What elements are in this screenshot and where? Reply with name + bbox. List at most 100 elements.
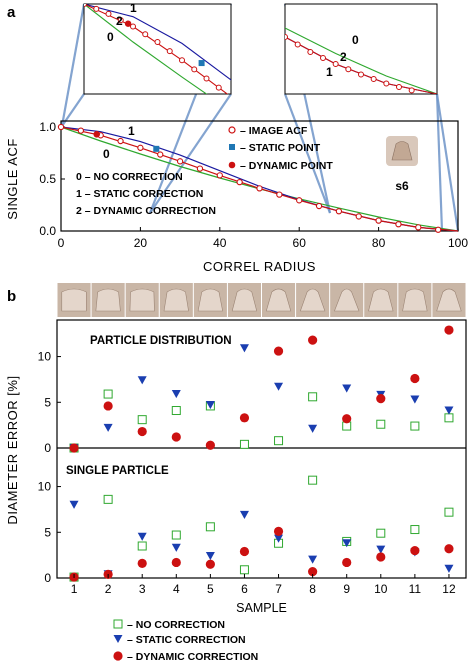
inset-image-acf-point (383, 80, 390, 87)
static-correction-marker (205, 552, 215, 561)
inset-image-acf-point (370, 76, 377, 82)
x-tick-label: 1 (71, 582, 78, 596)
x-tick-label: 80 (372, 236, 386, 250)
inset-curve-label: 1 (130, 1, 137, 15)
inset-curve-none (285, 27, 437, 94)
shape-thumbnail-body (334, 288, 360, 312)
x-axis-label: CORREL RADIUS (203, 259, 316, 274)
inset-image-acf-point (294, 41, 301, 48)
static-correction-marker (274, 382, 284, 391)
correction-legend-item: 1 – STATIC CORRECTION (76, 188, 203, 200)
dynamic-correction-marker (171, 432, 181, 442)
x-tick-label: 5 (207, 582, 214, 596)
y-tick-label: 10 (38, 480, 52, 494)
static-correction-marker (342, 539, 352, 548)
no-correction-marker (239, 439, 249, 449)
dynamic-correction-marker (308, 335, 318, 345)
inset-image-acf-point (396, 83, 402, 90)
y-tick-label: 5 (44, 395, 51, 409)
y-tick-label: 0 (44, 441, 51, 455)
s6-shape-body (391, 141, 413, 161)
shape-thumbnail-body (61, 288, 87, 312)
x-axis-label: SAMPLE (236, 601, 287, 615)
inset-curve-label: 1 (326, 65, 333, 79)
shape-thumbnail-body (231, 288, 258, 312)
no-correction-marker (103, 494, 113, 504)
panel-label-a: a (7, 4, 16, 21)
image-acf-point (335, 208, 343, 215)
dynamic-correction-marker (69, 443, 79, 453)
inset-image-acf-point (93, 5, 100, 12)
diameter-error-frame (56, 319, 467, 579)
static-correction-marker (137, 376, 147, 385)
static-correction-marker (137, 532, 147, 541)
no-correction-marker (239, 565, 249, 575)
static-correction-marker (171, 543, 181, 552)
x-tick-label: 10 (374, 582, 388, 596)
inset-curve-none (84, 4, 208, 94)
dynamic-correction-marker (444, 325, 454, 335)
static-correction-marker (239, 510, 249, 519)
inset-static-point (198, 60, 205, 67)
inset-image-acf-point (408, 87, 415, 94)
no-correction-marker (171, 406, 181, 416)
dynamic-correction-marker (137, 426, 147, 437)
inset-connectors (60, 3, 460, 232)
dynamic-correction-marker (410, 545, 420, 556)
curve-label-0: 0 (103, 147, 110, 161)
x-tick-label: 11 (409, 582, 422, 596)
shape-thumbnail-body (402, 288, 428, 312)
inset-image-acf-point (117, 17, 124, 24)
x-tick-label: 4 (173, 582, 180, 596)
static-correction-marker (239, 344, 249, 353)
dynamic-correction-marker (376, 394, 386, 404)
inset-image-acf-point (332, 61, 339, 67)
inset-connector-line (149, 93, 232, 214)
dynamic-correction-marker (171, 557, 181, 568)
image-acf-point (77, 127, 84, 134)
image-acf-point (117, 137, 124, 145)
inset-curve-dynamic (84, 4, 229, 94)
static-correction-marker (308, 555, 318, 564)
y-tick-label: 1.0 (39, 120, 56, 134)
inset-image-acf-point (84, 4, 87, 7)
image-acf-point (434, 226, 442, 233)
shape-thumbnail-body (265, 288, 292, 312)
no-correction-marker (410, 525, 420, 535)
x-tick-label: 6 (241, 582, 248, 596)
legend-dynamic-correction-swatch (113, 651, 123, 661)
dynamic-correction-marker (376, 552, 386, 562)
y-tick-label: 5 (44, 525, 51, 539)
legend-label: – STATIC POINT (240, 142, 321, 154)
static-correction-marker (171, 390, 181, 399)
legend-image-acf-swatch (228, 126, 236, 134)
inset-image-acf-point (203, 75, 210, 82)
inset-content (285, 27, 437, 94)
x-tick-label: 2 (105, 582, 112, 596)
shape-thumbnail-body (163, 288, 189, 312)
x-tick-label: 60 (293, 236, 307, 250)
image-acf-point (375, 217, 382, 224)
no-correction-marker (137, 541, 147, 551)
dynamic-correction-marker (239, 546, 250, 557)
inset-curve-label: 2 (340, 50, 347, 64)
static-correction-marker (444, 564, 454, 573)
x-tick-label: 3 (139, 582, 146, 596)
x-tick-label: 40 (213, 236, 227, 250)
image-acf-point (137, 144, 144, 151)
inset-curve-label: 2 (116, 14, 123, 28)
inset-image-acf-point (130, 23, 136, 30)
no-correction-marker (274, 436, 284, 446)
no-correction-marker (444, 507, 454, 517)
image-acf-point (216, 172, 223, 179)
dynamic-point-marker (93, 130, 101, 138)
no-correction-marker (308, 475, 318, 485)
legend-no-correction-swatch (113, 619, 123, 629)
y-tick-label: 0.0 (39, 224, 56, 238)
y-tick-label: 10 (38, 350, 52, 364)
acf-plot-frame (60, 120, 459, 232)
x-tick-label: 20 (134, 236, 148, 250)
static-correction-marker (376, 545, 386, 554)
inset-image-acf-point (320, 55, 326, 61)
